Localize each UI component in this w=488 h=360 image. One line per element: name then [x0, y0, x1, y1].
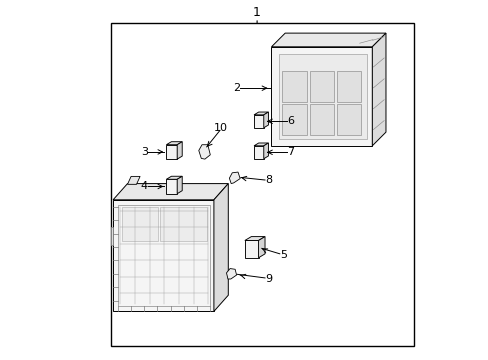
Polygon shape [199, 145, 210, 159]
Polygon shape [263, 112, 268, 128]
Polygon shape [371, 33, 385, 146]
Polygon shape [177, 176, 182, 194]
Polygon shape [113, 200, 213, 311]
Bar [309, 104, 333, 135]
Polygon shape [226, 269, 236, 279]
Polygon shape [166, 142, 182, 145]
Text: 3: 3 [141, 147, 147, 157]
Polygon shape [244, 240, 258, 258]
Text: 9: 9 [264, 274, 272, 284]
Text: 5: 5 [279, 250, 286, 260]
Polygon shape [271, 33, 385, 47]
Polygon shape [127, 176, 140, 184]
Bar [282, 104, 306, 135]
Bar [336, 71, 361, 102]
Text: 7: 7 [286, 147, 294, 157]
Text: 8: 8 [264, 175, 272, 185]
Text: 2: 2 [233, 83, 240, 93]
Polygon shape [213, 184, 228, 311]
Polygon shape [177, 142, 182, 159]
Bar [282, 71, 306, 102]
Polygon shape [254, 115, 263, 128]
Bar [309, 71, 333, 102]
Polygon shape [271, 47, 371, 146]
Polygon shape [263, 143, 268, 159]
Bar [336, 104, 361, 135]
Polygon shape [254, 146, 263, 159]
Text: 4: 4 [141, 181, 148, 192]
Polygon shape [258, 237, 264, 258]
Polygon shape [166, 179, 177, 194]
Polygon shape [254, 143, 268, 146]
Text: 10: 10 [213, 123, 227, 133]
Polygon shape [166, 176, 182, 179]
Polygon shape [244, 237, 264, 240]
Polygon shape [113, 184, 228, 200]
Bar [111, 23, 413, 346]
Polygon shape [229, 172, 240, 184]
Polygon shape [111, 227, 113, 245]
Text: 6: 6 [286, 116, 293, 126]
Text: 1: 1 [253, 6, 261, 19]
Polygon shape [160, 207, 206, 241]
Polygon shape [166, 145, 177, 159]
Polygon shape [254, 112, 268, 115]
Polygon shape [278, 54, 366, 139]
Polygon shape [122, 207, 158, 241]
